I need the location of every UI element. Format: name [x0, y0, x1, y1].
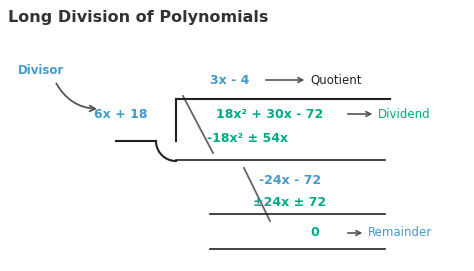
Text: -18x² ± 54x: -18x² ± 54x — [208, 133, 289, 146]
Text: ±24x ± 72: ±24x ± 72 — [254, 196, 327, 209]
Text: Dividend: Dividend — [348, 108, 430, 121]
Text: Long Division of Polynomials: Long Division of Polynomials — [8, 10, 268, 25]
Text: Divisor: Divisor — [18, 64, 64, 78]
Text: 18x² + 30x - 72: 18x² + 30x - 72 — [216, 108, 324, 121]
Text: -24x - 72: -24x - 72 — [259, 175, 321, 188]
Text: 3x - 4: 3x - 4 — [210, 73, 250, 86]
Text: 6x + 18: 6x + 18 — [94, 108, 148, 121]
Text: Quotient: Quotient — [266, 73, 362, 86]
Text: Remainder: Remainder — [348, 227, 432, 240]
Text: 0: 0 — [310, 227, 319, 240]
